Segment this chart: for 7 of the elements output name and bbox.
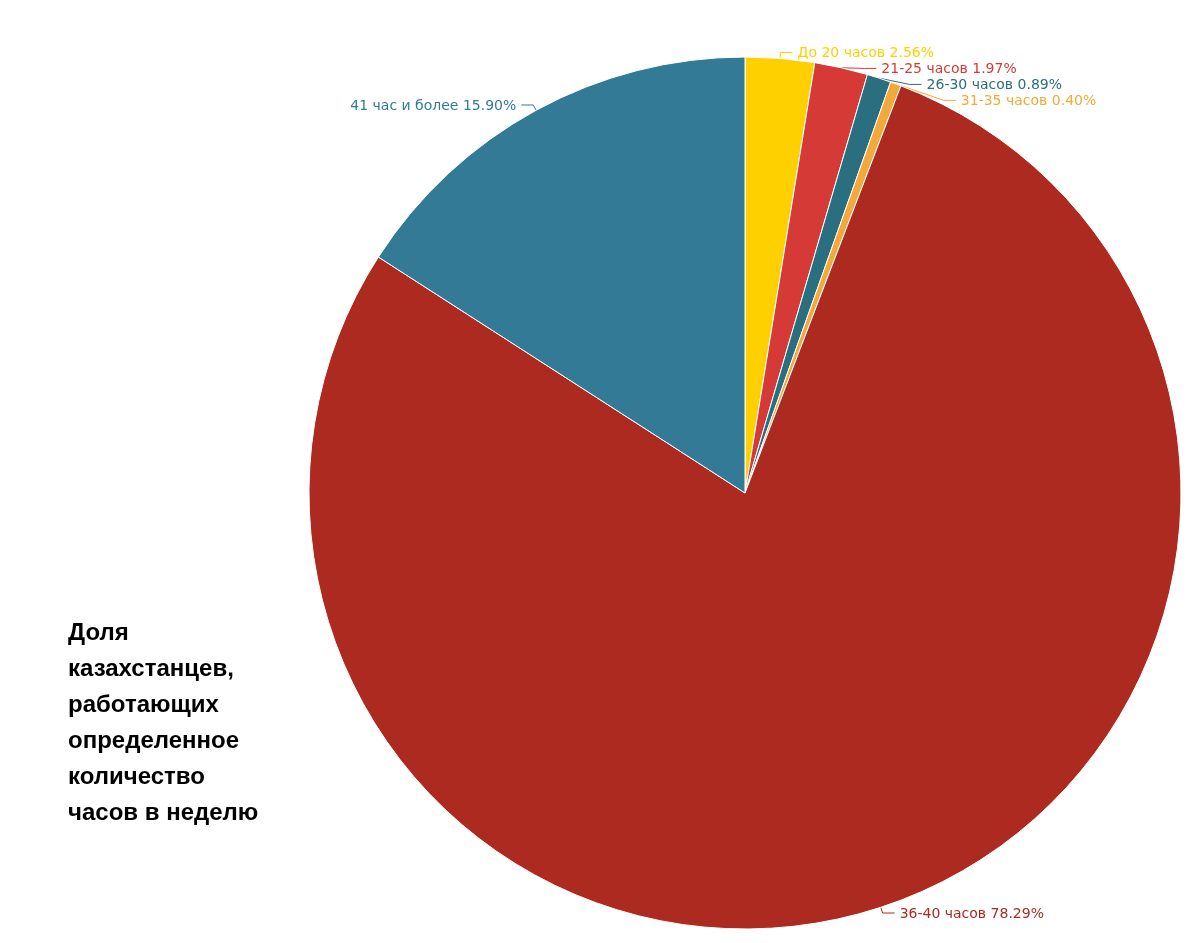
- slice-label: 26-30 часов 0.89%: [926, 76, 1063, 93]
- slice-label: 31-35 часов 0.40%: [960, 92, 1097, 109]
- slice-label: 36-40 часов 78.29%: [899, 905, 1044, 922]
- slice-label: 21-25 часов 1.97%: [881, 60, 1017, 77]
- text: Доля казахстанцев, работающих определенное количество часов в неделю: [68, 617, 259, 825]
- slice-label: До 20 часов 2.56%: [797, 44, 935, 61]
- slice-label: 41 час и более 15.90%: [350, 96, 517, 113]
